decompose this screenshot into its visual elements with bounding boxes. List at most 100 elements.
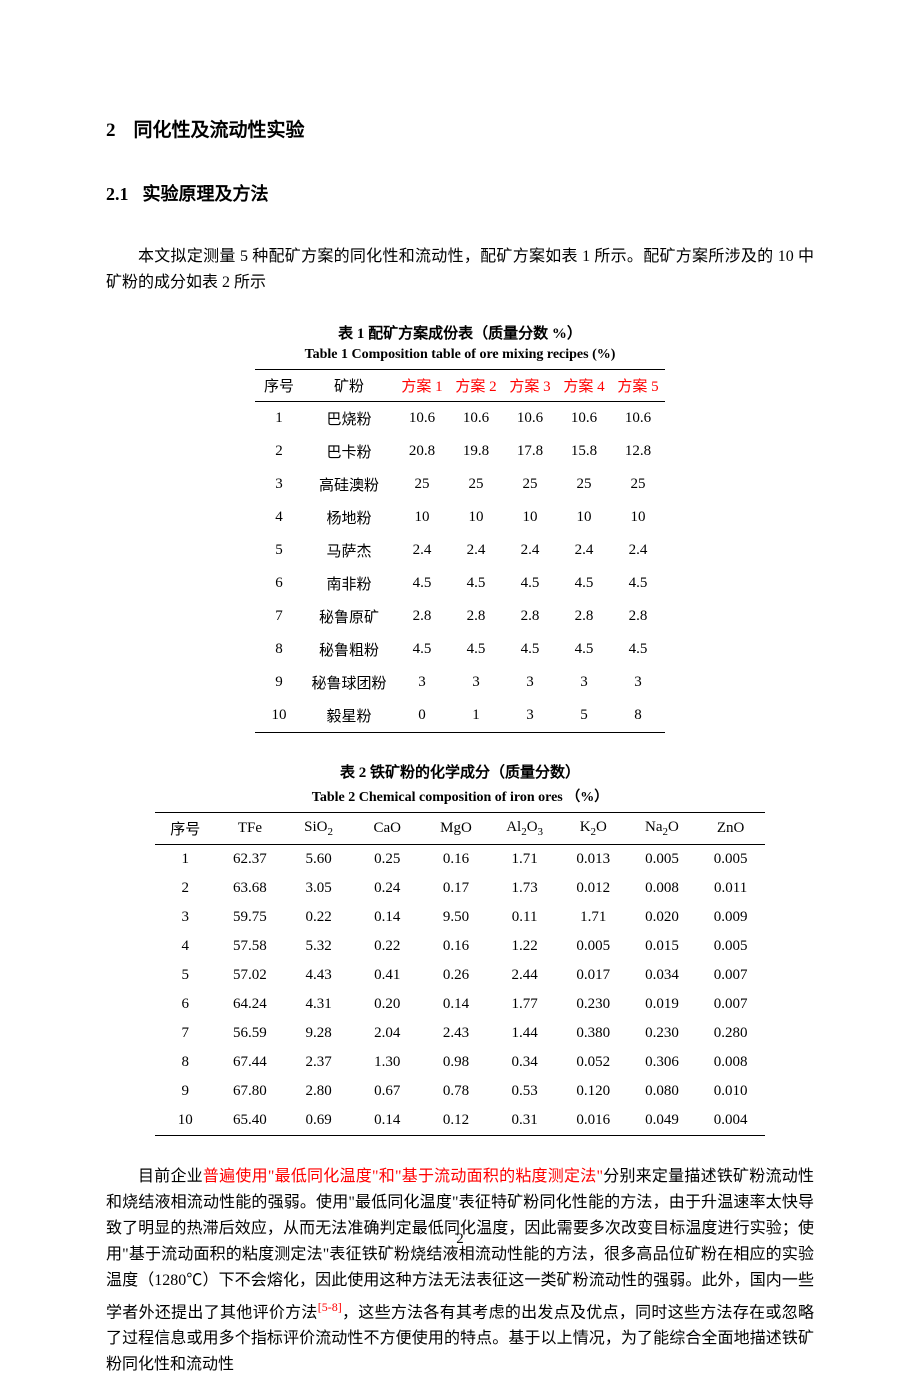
table-cell: 5.60 bbox=[284, 845, 353, 875]
table-cell: 10.6 bbox=[611, 402, 665, 436]
table-cell: 10.6 bbox=[395, 402, 449, 436]
table-cell: 9.28 bbox=[284, 1019, 353, 1048]
table2-header: 序号 bbox=[155, 813, 216, 845]
table-cell: 0.16 bbox=[422, 932, 491, 961]
table2-header: MgO bbox=[422, 813, 491, 845]
table-row: 664.244.310.200.141.770.2300.0190.007 bbox=[155, 990, 765, 1019]
table-cell: 3 bbox=[503, 666, 557, 699]
table1-header: 方案 1 bbox=[395, 370, 449, 402]
table-cell: 4.5 bbox=[503, 567, 557, 600]
table-row: 359.750.220.149.500.111.710.0200.009 bbox=[155, 903, 765, 932]
table-cell: 7 bbox=[155, 1019, 216, 1048]
table-cell: 0.009 bbox=[696, 903, 765, 932]
table-cell: 9 bbox=[155, 1077, 216, 1106]
table-row: 967.802.800.670.780.530.1200.0800.010 bbox=[155, 1077, 765, 1106]
table-cell: 2.8 bbox=[449, 600, 503, 633]
table-cell: 19.8 bbox=[449, 435, 503, 468]
table-cell: 4 bbox=[255, 501, 303, 534]
table2-header: Na2O bbox=[628, 813, 697, 845]
table1-header: 方案 3 bbox=[503, 370, 557, 402]
table-cell: 0.78 bbox=[422, 1077, 491, 1106]
table-cell: 0.008 bbox=[628, 874, 697, 903]
table-cell: 5.32 bbox=[284, 932, 353, 961]
table-cell: 0.22 bbox=[284, 903, 353, 932]
table-cell: 0.052 bbox=[559, 1048, 628, 1077]
table-cell: 0.005 bbox=[696, 845, 765, 875]
table-cell: 3 bbox=[395, 666, 449, 699]
table-cell: 4.31 bbox=[284, 990, 353, 1019]
table-cell: 0.31 bbox=[490, 1106, 559, 1136]
table-cell: 2 bbox=[155, 874, 216, 903]
table-cell: 56.59 bbox=[216, 1019, 285, 1048]
table-row: 557.024.430.410.262.440.0170.0340.007 bbox=[155, 961, 765, 990]
table-cell: 0.67 bbox=[353, 1077, 422, 1106]
table-cell: 高硅澳粉 bbox=[303, 468, 395, 501]
table-row: 7秘鲁原矿2.82.82.82.82.8 bbox=[255, 600, 665, 633]
table-cell: 2.4 bbox=[449, 534, 503, 567]
table-2: 序号TFeSiO2CaOMgOAl2O3K2ONa2OZnO 162.375.6… bbox=[155, 812, 765, 1136]
table-cell: 0.20 bbox=[353, 990, 422, 1019]
table-row: 6南非粉4.54.54.54.54.5 bbox=[255, 567, 665, 600]
table-cell: 巴烧粉 bbox=[303, 402, 395, 436]
table-cell: 4.5 bbox=[557, 633, 611, 666]
table-cell: 0.306 bbox=[628, 1048, 697, 1077]
table-cell: 3 bbox=[449, 666, 503, 699]
table1-header: 方案 2 bbox=[449, 370, 503, 402]
table-cell: 0.53 bbox=[490, 1077, 559, 1106]
table-cell: 2.8 bbox=[395, 600, 449, 633]
table-cell: 0.98 bbox=[422, 1048, 491, 1077]
table-cell: 马萨杰 bbox=[303, 534, 395, 567]
table-cell: 0.25 bbox=[353, 845, 422, 875]
table-cell: 0.007 bbox=[696, 990, 765, 1019]
table-row: 1巴烧粉10.610.610.610.610.6 bbox=[255, 402, 665, 436]
table-row: 5马萨杰2.42.42.42.42.4 bbox=[255, 534, 665, 567]
table-cell: 4.5 bbox=[395, 633, 449, 666]
table1-header: 方案 5 bbox=[611, 370, 665, 402]
table-cell: 杨地粉 bbox=[303, 501, 395, 534]
heading-num: 2 bbox=[106, 120, 116, 141]
table2-caption-cn: 表 2 铁矿粉的化学成分（质量分数） bbox=[106, 761, 814, 782]
table-cell: 9.50 bbox=[422, 903, 491, 932]
table-row: 4杨地粉1010101010 bbox=[255, 501, 665, 534]
table-cell: 2.44 bbox=[490, 961, 559, 990]
table-cell: 4.43 bbox=[284, 961, 353, 990]
table-cell: 67.80 bbox=[216, 1077, 285, 1106]
table-cell: 6 bbox=[155, 990, 216, 1019]
table-cell: 0.080 bbox=[628, 1077, 697, 1106]
table-cell: 57.58 bbox=[216, 932, 285, 961]
table-cell: 0.380 bbox=[559, 1019, 628, 1048]
subheading-text: 实验原理及方法 bbox=[143, 184, 269, 204]
table-row: 2巴卡粉20.819.817.815.812.8 bbox=[255, 435, 665, 468]
table2-header: ZnO bbox=[696, 813, 765, 845]
table-cell: 2.4 bbox=[611, 534, 665, 567]
table-cell: 0.230 bbox=[628, 1019, 697, 1048]
table-cell: 2.4 bbox=[503, 534, 557, 567]
table-cell: 7 bbox=[255, 600, 303, 633]
table-cell: 秘鲁原矿 bbox=[303, 600, 395, 633]
table1-header: 序号 bbox=[255, 370, 303, 402]
table-cell: 64.24 bbox=[216, 990, 285, 1019]
table2-header: CaO bbox=[353, 813, 422, 845]
table-cell: 0.034 bbox=[628, 961, 697, 990]
table-row: 8秘鲁粗粉4.54.54.54.54.5 bbox=[255, 633, 665, 666]
body-text-red: 普遍使用"最低同化温度"和"基于流动面积的粘度测定法" bbox=[203, 1168, 603, 1185]
table-1: 序号矿粉方案 1方案 2方案 3方案 4方案 5 1巴烧粉10.610.610.… bbox=[255, 369, 665, 733]
table-cell: 1.77 bbox=[490, 990, 559, 1019]
table-cell: 10.6 bbox=[449, 402, 503, 436]
table-cell: 6 bbox=[255, 567, 303, 600]
table-cell: 2.37 bbox=[284, 1048, 353, 1077]
table-cell: 10.6 bbox=[557, 402, 611, 436]
table-cell: 9 bbox=[255, 666, 303, 699]
table-cell: 0.280 bbox=[696, 1019, 765, 1048]
table-cell: 8 bbox=[255, 633, 303, 666]
body-paragraph: 目前企业普遍使用"最低同化温度"和"基于流动面积的粘度测定法"分别来定量描述铁矿… bbox=[106, 1164, 814, 1378]
table-cell: 25 bbox=[503, 468, 557, 501]
table-cell: 65.40 bbox=[216, 1106, 285, 1136]
table-cell: 10 bbox=[449, 501, 503, 534]
table-cell: 2.8 bbox=[503, 600, 557, 633]
intro-paragraph: 本文拟定测量 5 种配矿方案的同化性和流动性，配矿方案如表 1 所示。配矿方案所… bbox=[106, 244, 814, 296]
table-cell: 1.30 bbox=[353, 1048, 422, 1077]
table-cell: 0.004 bbox=[696, 1106, 765, 1136]
table-cell: 0.005 bbox=[559, 932, 628, 961]
table-cell: 3 bbox=[557, 666, 611, 699]
